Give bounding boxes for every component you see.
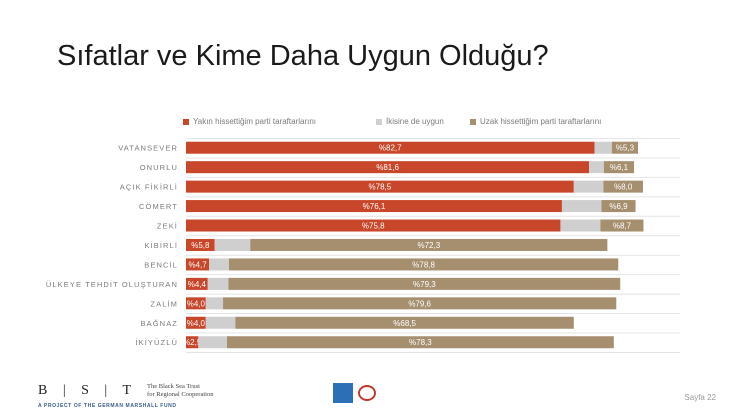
bst-org-name: The Black Sea Trust for Regional Coopera… bbox=[147, 383, 213, 399]
category-label: KİBİRLİ bbox=[144, 241, 178, 250]
bar-far bbox=[611, 141, 639, 154]
category-label: CÖMERT bbox=[139, 202, 178, 211]
data-label: %72,3 bbox=[417, 241, 440, 250]
data-label: %6,9 bbox=[609, 202, 628, 211]
bar-both bbox=[561, 200, 602, 213]
bar-far bbox=[228, 258, 619, 271]
data-label: %78,8 bbox=[412, 260, 435, 269]
bar-both bbox=[209, 258, 229, 271]
data-label: %4,0 bbox=[187, 319, 206, 328]
bar-both bbox=[573, 180, 604, 193]
bar-near bbox=[186, 161, 590, 174]
data-label: %79,3 bbox=[413, 280, 436, 289]
legend-label-far: Uzak hissettiğim parti taraftarlarını bbox=[480, 117, 602, 126]
bar-both bbox=[594, 141, 612, 154]
data-label: %76,1 bbox=[363, 202, 386, 211]
bar-far bbox=[228, 277, 621, 290]
legend-item-far: Uzak hissettiğim parti taraftarlarını bbox=[470, 117, 601, 126]
legend-label-near: Yakın hissettiğim parti taraftarlarını bbox=[193, 117, 317, 126]
bar-near bbox=[186, 180, 574, 193]
legend-item-both: İkisine de uygun bbox=[376, 117, 444, 126]
data-label: %78,5 bbox=[369, 183, 392, 192]
bar-both bbox=[205, 316, 236, 329]
bar-far bbox=[250, 238, 608, 251]
bar-both bbox=[589, 161, 604, 174]
data-label: %4,0 bbox=[187, 299, 206, 308]
bar-both bbox=[205, 297, 224, 310]
bar-near bbox=[186, 200, 562, 213]
data-label: %81,6 bbox=[376, 163, 399, 172]
bst-logo-letters: B | S | T bbox=[38, 383, 138, 399]
bst-logo: B | S | T The Black Sea Trust for Region… bbox=[38, 382, 213, 400]
category-label: ZEKİ bbox=[157, 222, 178, 231]
page-number: Sayfa 22 bbox=[684, 393, 716, 402]
legend-item-near: Yakın hissettiğim parti taraftarlarını bbox=[183, 117, 316, 126]
bar-both bbox=[214, 238, 251, 251]
legend-swatch-far bbox=[470, 118, 476, 125]
partner-logo-blue bbox=[333, 383, 353, 403]
category-label: BAĞNAZ bbox=[141, 319, 178, 328]
bar-near bbox=[186, 277, 208, 290]
bar-far bbox=[227, 336, 614, 349]
bst-org-line2: for Regional Cooperation bbox=[147, 391, 214, 399]
data-label: %82,7 bbox=[379, 144, 402, 153]
data-label: %68,5 bbox=[393, 319, 416, 328]
bar-both bbox=[560, 219, 601, 232]
legend-swatch-near bbox=[183, 118, 189, 125]
bar-near bbox=[186, 219, 561, 232]
bar-near bbox=[186, 316, 206, 329]
legend-swatch-both bbox=[376, 118, 382, 125]
bar-far bbox=[600, 219, 644, 232]
data-label: %5,3 bbox=[616, 144, 635, 153]
data-label: %2,5 bbox=[183, 338, 202, 347]
bar-near bbox=[186, 258, 210, 271]
gmf-tagline: A PROJECT OF THE GERMAN MARSHALL FUND bbox=[38, 403, 177, 409]
bar-far bbox=[235, 316, 574, 329]
bar-far bbox=[223, 297, 617, 310]
bst-org-line1: The Black Sea Trust bbox=[147, 383, 200, 391]
category-label: ZALİM bbox=[150, 299, 178, 308]
data-label: %4,4 bbox=[188, 280, 207, 289]
bar-both bbox=[207, 277, 229, 290]
category-label: AÇIK FİKİRLİ bbox=[120, 183, 178, 192]
partner-logo-round bbox=[358, 385, 376, 401]
data-label: %78,3 bbox=[409, 338, 432, 347]
bar-far bbox=[603, 180, 643, 193]
data-label: %6,1 bbox=[610, 163, 629, 172]
bar-near bbox=[186, 336, 199, 349]
bar-far bbox=[601, 200, 636, 213]
data-label: %8,0 bbox=[614, 183, 633, 192]
bar-near bbox=[186, 141, 595, 154]
bar-near bbox=[186, 238, 215, 251]
data-label: %5,8 bbox=[191, 241, 210, 250]
category-label: VATANSEVER bbox=[118, 144, 178, 153]
category-label: ÜLKEYE TEHDİT OLUŞTURAN bbox=[46, 280, 178, 289]
category-label: ONURLU bbox=[140, 163, 178, 172]
bar-near bbox=[186, 297, 206, 310]
category-label: İKİYÜZLÜ bbox=[135, 338, 178, 347]
page-title: Sıfatlar ve Kime Daha Uygun Olduğu? bbox=[57, 40, 549, 72]
bar-both bbox=[198, 336, 227, 349]
chart-legend: Yakın hissettiğim parti taraftarlarını İ… bbox=[0, 117, 740, 131]
category-label: BENCİL bbox=[144, 260, 178, 269]
data-label: %79,6 bbox=[408, 299, 431, 308]
bar-far bbox=[603, 161, 635, 174]
legend-label-both: İkisine de uygun bbox=[386, 117, 444, 126]
data-label: %4,7 bbox=[188, 260, 207, 269]
data-label: %75,8 bbox=[362, 222, 385, 231]
data-label: %8,7 bbox=[613, 222, 632, 231]
